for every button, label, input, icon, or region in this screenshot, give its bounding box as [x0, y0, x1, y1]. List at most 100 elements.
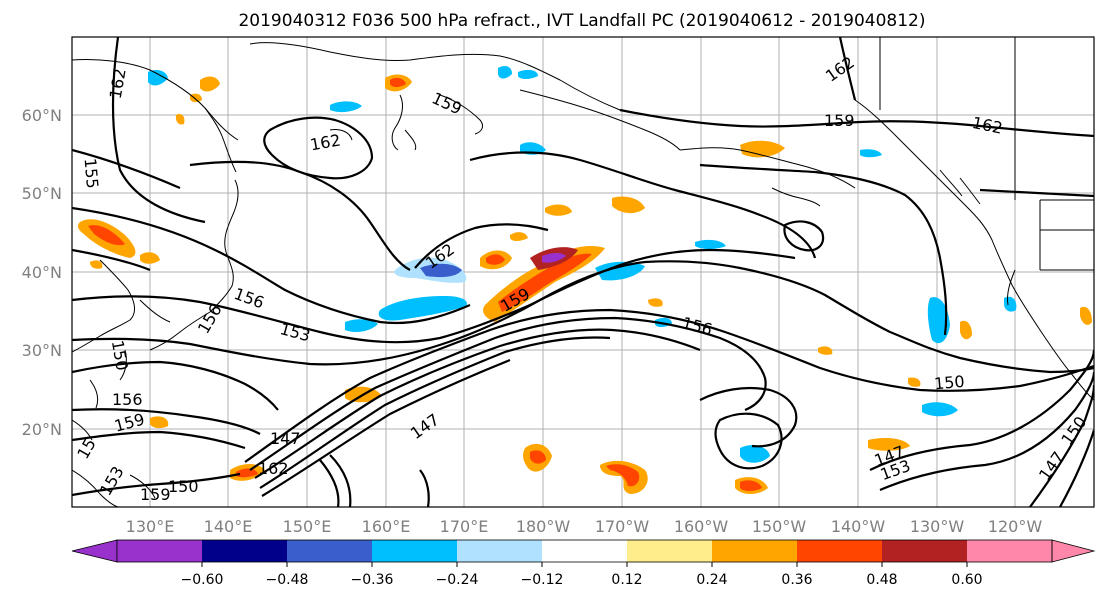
contour-line: [72, 206, 471, 325]
contour-line: [699, 163, 948, 336]
shade-patch: [200, 76, 220, 92]
colorbar-segment: [117, 540, 203, 562]
contour-line: [244, 308, 1094, 463]
shade-patch: [378, 296, 467, 321]
colorbar-segment: [712, 540, 798, 562]
shade-patch: [330, 101, 362, 113]
shade-patch: [860, 149, 882, 158]
shade-patch: [908, 377, 921, 387]
shade-patch: [498, 66, 512, 79]
colorbar-label: 0.60: [951, 572, 982, 588]
colorbar-segment: [457, 540, 543, 562]
contour-label: 162: [258, 459, 289, 478]
shade-patch: [612, 196, 645, 214]
shade-patch: [88, 225, 125, 246]
contour-line: [714, 412, 783, 470]
lat-label: 30°N: [22, 341, 62, 360]
contour-line: [254, 328, 701, 479]
colorbar-ticks: [201, 562, 968, 567]
contour-line: [72, 430, 246, 450]
lon-label: 170°E: [440, 517, 489, 536]
shade-patch: [695, 239, 726, 249]
shade-patch: [648, 298, 663, 307]
shade-patch: [595, 261, 645, 281]
shade-patch: [740, 480, 762, 491]
lat-label: 40°N: [22, 263, 62, 282]
coastlines: [72, 37, 1094, 507]
contour-line: [869, 349, 1094, 471]
colorbar-segment: [287, 540, 373, 562]
lon-label: 130°E: [126, 517, 175, 536]
shade-patch: [190, 93, 202, 103]
contour-line: [1029, 384, 1094, 507]
lon-label: 160°E: [362, 517, 411, 536]
shade-patch: [922, 402, 958, 417]
colorbar-segment: [372, 540, 458, 562]
contour-line: [72, 408, 261, 435]
contour-line: [879, 371, 1094, 492]
shade-patch: [420, 263, 462, 278]
map-frame: [71, 36, 1095, 508]
colorbar-segment: [542, 540, 628, 562]
shading-patches: [77, 66, 1092, 494]
shade-patch: [606, 464, 640, 487]
shade-patch: [90, 260, 103, 269]
contour-line: [189, 160, 411, 271]
shade-patch: [818, 346, 833, 355]
contour-line: [111, 37, 206, 224]
shade-patch: [236, 468, 258, 478]
contour-label: 155: [80, 157, 102, 189]
lon-label: 140°E: [204, 517, 253, 536]
lat-label: 50°N: [22, 184, 62, 203]
colorbar-label: −0.36: [351, 572, 394, 588]
shade-patch: [740, 140, 785, 158]
shade-patch: [498, 253, 592, 312]
shade-patch: [345, 319, 378, 332]
lon-label: 130°W: [910, 517, 965, 536]
contour-line: [72, 360, 279, 411]
contour-line: [72, 248, 151, 272]
colorbar-segment: [627, 540, 713, 562]
longitude-labels: 130°E 140°E 150°E 160°E 170°E 180°W 170°…: [126, 517, 1043, 536]
contour-line: [699, 386, 798, 448]
contour-label: 159: [140, 485, 171, 504]
contour-line: [72, 260, 1094, 374]
colorbar-segment-high-extend: [1051, 539, 1096, 563]
shade-patch: [140, 252, 160, 264]
shade-patch: [486, 254, 505, 265]
lon-label: 140°W: [831, 517, 886, 536]
contour-line: [414, 223, 549, 269]
colorbar-label: 0.12: [611, 572, 642, 588]
contour-line: [783, 220, 825, 252]
contour-line: [259, 336, 611, 489]
contour-line: [619, 108, 1094, 138]
colorbar-segment: [202, 540, 288, 562]
contour-line: [979, 188, 1094, 198]
shade-patch: [510, 232, 528, 241]
shade-patch: [960, 320, 972, 340]
contour-line: [329, 454, 352, 507]
colorbar-label: −0.60: [181, 572, 224, 588]
contour-line: [249, 316, 767, 471]
contour-label: 150: [168, 477, 199, 496]
map-panel: 162 159 162 162 162 159 162 156 153 159 …: [71, 36, 1095, 508]
colorbar-segment: [967, 540, 1053, 562]
shade-patch: [740, 445, 770, 463]
lat-label: 20°N: [22, 420, 62, 439]
latitude-labels: 60°N 50°N 40°N 30°N 20°N: [22, 106, 62, 439]
colorbar-segment-low-extend: [71, 539, 118, 563]
contour-line: [1059, 429, 1094, 507]
colorbar-label: −0.48: [266, 572, 309, 588]
colorbar: −0.60 −0.48 −0.36 −0.24 −0.12 0.12 0.24 …: [71, 539, 1096, 588]
shade-patch: [1080, 306, 1092, 325]
colorbar-label: 0.48: [866, 572, 897, 588]
lon-label: 150°W: [752, 517, 807, 536]
height-contours: [72, 37, 1094, 507]
shade-patch: [175, 114, 185, 125]
contour-label: 147: [270, 429, 301, 448]
contour-line: [419, 469, 430, 507]
contour-line: [72, 472, 241, 497]
colorbar-segment: [797, 540, 883, 562]
lon-label: 160°W: [674, 517, 729, 536]
